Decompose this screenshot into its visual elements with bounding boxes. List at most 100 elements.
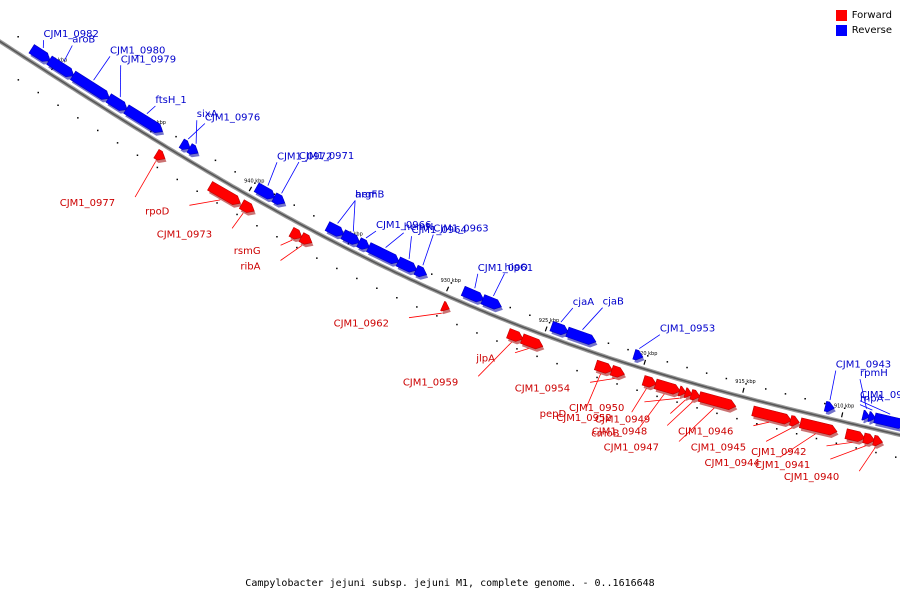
minor-tick — [576, 369, 578, 372]
minor-tick — [843, 407, 846, 409]
minor-tick — [627, 348, 629, 351]
genome-caption: Campylobacter jejuni subsp. jejuni M1, c… — [245, 578, 655, 589]
gene-label: CJM1_0963 — [433, 224, 488, 235]
minor-tick — [824, 402, 826, 405]
leader-line — [765, 427, 792, 442]
gene-cjaA — [549, 321, 569, 336]
gene-label: CJM1_0950 — [569, 403, 624, 414]
legend-reverse-label: Reverse — [851, 25, 892, 36]
minor-tick — [356, 277, 358, 280]
leader-line — [678, 407, 715, 442]
leader-line — [352, 200, 356, 232]
gene-argF — [340, 229, 361, 245]
leader-line — [779, 433, 816, 458]
leader-line — [858, 447, 876, 472]
gene-CJM1_0954 — [609, 365, 625, 378]
gene-label: CJM1_0947 — [604, 443, 659, 454]
leader-line — [859, 379, 867, 409]
leader-line — [337, 200, 356, 224]
gene-CJM1_0961 — [460, 285, 485, 303]
leader-line — [829, 370, 837, 401]
minor-tick — [156, 166, 159, 169]
leader-line — [474, 273, 479, 289]
gene-CJM1_0944 — [798, 417, 838, 436]
minor-tick — [804, 398, 806, 400]
minor-tick — [686, 366, 688, 369]
gene-label: cjaA — [573, 297, 594, 308]
gene-label: CJM1_0946 — [678, 427, 733, 438]
minor-tick — [725, 377, 728, 380]
gene-CJM1_0945 — [789, 415, 800, 427]
gene-CJM1_0982 — [28, 44, 51, 62]
gene-CJM1_0971 — [271, 192, 286, 205]
gene-rnpA — [867, 411, 877, 422]
tick-label: 930 kbp — [441, 278, 461, 284]
tick-label: 925 kbp — [539, 318, 559, 324]
leader-line — [859, 404, 873, 411]
gene-label: hipO — [505, 263, 528, 274]
minor-tick — [17, 36, 19, 38]
minor-tick — [77, 117, 79, 119]
minor-tick — [676, 401, 678, 403]
leader-line — [666, 401, 693, 426]
gene-CJM1_0953 — [632, 349, 644, 361]
gene-ftsH_1 — [123, 104, 163, 134]
minor-tick — [616, 383, 618, 385]
gene-label: CJM1_0941 — [755, 460, 810, 471]
minor-tick — [256, 225, 258, 227]
minor-tick — [556, 362, 558, 365]
minor-tick — [396, 297, 398, 299]
minor-tick — [756, 423, 758, 425]
minor-tick — [516, 348, 518, 350]
minor-tick — [273, 193, 276, 195]
gene-CJM1_0937 — [873, 412, 900, 429]
gene-label: CJM1_0979 — [121, 54, 176, 65]
gene-label: CJM1_0949 — [595, 415, 650, 426]
minor-tick — [636, 389, 638, 391]
leader-line — [385, 232, 404, 248]
minor-tick — [276, 236, 278, 238]
gene-label: CJM1_0966 — [376, 220, 431, 231]
tick-mark — [742, 387, 745, 393]
gene-label: CJM1_0954 — [515, 383, 570, 394]
minor-tick — [175, 135, 177, 138]
leader-line — [365, 230, 377, 239]
minor-tick — [136, 154, 139, 156]
gene-CJM1_0946 — [751, 405, 792, 425]
legend-reverse: Reverse — [835, 23, 892, 38]
strand-legend: Forward Reverse — [835, 8, 892, 38]
gene-label: ribA — [240, 262, 260, 273]
gene-CJM1_0959 — [506, 328, 524, 342]
gene-CJM1_0966 — [356, 237, 370, 250]
gene-pepD — [593, 359, 614, 374]
gene-features[interactable] — [28, 44, 900, 449]
leader-line — [422, 234, 434, 266]
leader-line — [631, 388, 647, 413]
gene-CJM1_0980 — [69, 70, 110, 100]
gene-label: CJM1_0943 — [836, 360, 891, 371]
gene-CJM1_0962 — [440, 301, 450, 312]
gene-label: rnpA — [860, 394, 884, 405]
minor-tick — [607, 342, 610, 344]
gene-rpoD — [207, 181, 241, 206]
gene-label: CJM1_0964 — [412, 225, 467, 236]
leader-line — [281, 161, 300, 194]
gene-label: sixA — [197, 109, 218, 120]
minor-tick — [57, 104, 59, 106]
leader-line — [63, 45, 73, 62]
gene-CJM1_0943 — [823, 400, 835, 413]
gene-label: hemN — [404, 222, 434, 233]
minor-tick — [705, 372, 708, 374]
gene-label: CJM1_0977 — [60, 198, 115, 209]
leader-line — [514, 348, 529, 354]
leader-line — [267, 162, 278, 186]
legend-forward: Forward — [835, 8, 892, 23]
gene-label: ftsH_1 — [155, 95, 186, 106]
minor-tick — [196, 190, 198, 192]
legend-forward-label: Forward — [851, 10, 892, 21]
gene-ribA — [298, 232, 313, 245]
minor-tick — [776, 428, 778, 430]
